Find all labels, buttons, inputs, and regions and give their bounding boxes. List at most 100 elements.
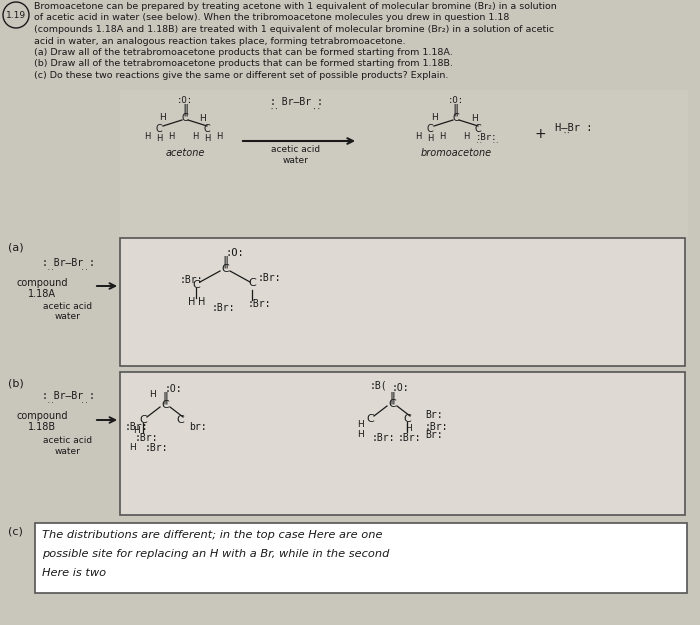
- Text: The distributions are different; in the top case Here are one: The distributions are different; in the …: [42, 530, 382, 540]
- Text: br:: br:: [189, 422, 206, 432]
- Text: C: C: [221, 264, 229, 274]
- Text: C: C: [139, 415, 147, 425]
- Text: acid in water, an analogous reaction takes place, forming tetrabromoacetone.: acid in water, an analogous reaction tak…: [34, 36, 405, 46]
- Text: H: H: [405, 424, 412, 433]
- Text: H: H: [427, 134, 433, 143]
- Text: :O:: :O:: [392, 383, 410, 393]
- Text: H: H: [198, 297, 206, 307]
- Text: (compounds 1.18A and 1.18B) are treated with 1 equivalent of molecular bromine (: (compounds 1.18A and 1.18B) are treated …: [34, 25, 554, 34]
- Text: :Br:: :Br:: [258, 273, 281, 283]
- Text: H: H: [463, 132, 469, 141]
- Text: 1.19: 1.19: [6, 11, 26, 19]
- Text: acetic acid: acetic acid: [272, 145, 321, 154]
- Text: C: C: [248, 278, 256, 288]
- Text: possible site for replacing an H with a Br, while in the second: possible site for replacing an H with a …: [42, 549, 389, 559]
- Text: acetone: acetone: [165, 148, 204, 158]
- Text: ‖: ‖: [453, 104, 459, 117]
- Text: H: H: [470, 114, 477, 123]
- Text: :Br:: :Br:: [145, 443, 169, 453]
- Text: Here is two: Here is two: [42, 568, 106, 578]
- Text: bromoacetone: bromoacetone: [421, 148, 491, 158]
- Text: ‖: ‖: [222, 256, 228, 269]
- Bar: [120, 372, 685, 515]
- Text: :Br:: :Br:: [398, 433, 421, 443]
- Text: H: H: [160, 113, 167, 122]
- Text: : Br—Br :: : Br—Br :: [41, 391, 94, 401]
- Text: : Br—Br :: : Br—Br :: [270, 97, 323, 107]
- Text: :O:: :O:: [448, 96, 464, 105]
- Text: H: H: [439, 132, 445, 141]
- Text: ··: ··: [562, 131, 570, 137]
- Text: C: C: [403, 414, 411, 424]
- Text: :Br:: :Br:: [372, 433, 396, 443]
- Text: C: C: [204, 124, 211, 134]
- Text: H: H: [415, 132, 421, 141]
- Text: compound: compound: [16, 278, 68, 288]
- Bar: [120, 238, 685, 366]
- Text: :B(: :B(: [370, 380, 388, 390]
- Bar: [35, 523, 687, 593]
- Text: H: H: [216, 132, 222, 141]
- Text: : Br—Br :: : Br—Br :: [41, 258, 94, 268]
- Text: H: H: [430, 113, 438, 122]
- Text: C: C: [453, 113, 459, 123]
- Text: :Br:: :Br:: [248, 299, 272, 309]
- Text: 1.18B: 1.18B: [28, 422, 56, 432]
- Text: (b): (b): [8, 378, 24, 388]
- Text: C: C: [475, 124, 482, 134]
- Text: acetic acid: acetic acid: [43, 302, 92, 311]
- Text: 1.18A: 1.18A: [28, 289, 56, 299]
- Text: Bromoacetone can be prepared by treating acetone with 1 equivalent of molecular : Bromoacetone can be prepared by treating…: [34, 2, 556, 11]
- Text: H: H: [192, 132, 198, 141]
- Text: C: C: [192, 280, 200, 290]
- Bar: [120, 90, 688, 238]
- Text: C: C: [388, 399, 396, 409]
- Text: H: H: [188, 297, 196, 307]
- Text: water: water: [55, 312, 81, 321]
- Text: C: C: [176, 415, 184, 425]
- Text: Br:: Br:: [425, 430, 442, 440]
- Text: :Br:: :Br:: [125, 422, 148, 432]
- Text: C: C: [181, 113, 188, 123]
- Text: ‖: ‖: [162, 392, 168, 405]
- Text: :Br:: :Br:: [135, 433, 158, 443]
- Text: ‖: ‖: [182, 104, 188, 117]
- Text: compound: compound: [16, 411, 68, 421]
- Text: C: C: [366, 414, 374, 424]
- Text: water: water: [283, 156, 309, 165]
- Text: of acetic acid in water (see below). When the tribromoacetone molecules you drew: of acetic acid in water (see below). Whe…: [34, 14, 510, 22]
- Text: (c) Do these two reactions give the same or different set of possible products? : (c) Do these two reactions give the same…: [34, 71, 449, 80]
- Text: H—Br :: H—Br :: [555, 123, 592, 133]
- Text: :O:: :O:: [225, 248, 244, 258]
- Text: H: H: [204, 134, 210, 143]
- Text: Br:: Br:: [425, 410, 442, 420]
- Text: H: H: [356, 420, 363, 429]
- Text: C: C: [161, 400, 169, 410]
- Text: H: H: [168, 132, 174, 141]
- Text: +: +: [534, 127, 546, 141]
- Text: H: H: [150, 390, 156, 399]
- Text: ··        ··: ·· ··: [270, 106, 321, 112]
- Text: (b) Draw all of the tetrabromoacetone products that can be formed starting from : (b) Draw all of the tetrabromoacetone pr…: [34, 59, 453, 69]
- Text: acetic acid: acetic acid: [43, 436, 92, 445]
- Text: (a): (a): [8, 243, 24, 253]
- Text: H: H: [144, 132, 150, 141]
- Text: H: H: [130, 443, 136, 452]
- Text: H: H: [134, 426, 141, 435]
- Text: :Br:: :Br:: [212, 303, 235, 313]
- Text: water: water: [55, 447, 81, 456]
- Text: C: C: [426, 124, 433, 134]
- Text: :Br:: :Br:: [425, 422, 449, 432]
- Text: (c): (c): [8, 526, 23, 536]
- Text: ··       ··: ·· ··: [48, 267, 89, 272]
- Text: ‖: ‖: [389, 391, 395, 404]
- Text: (a) Draw all of the tetrabromoacetone products that can be formed starting from : (a) Draw all of the tetrabromoacetone pr…: [34, 48, 453, 57]
- Text: C: C: [155, 124, 162, 134]
- Text: H: H: [356, 430, 363, 439]
- Text: :O:: :O:: [177, 96, 193, 105]
- Text: ··   ··: ·· ··: [476, 140, 498, 145]
- Text: :O:: :O:: [165, 384, 183, 394]
- Text: :Br:: :Br:: [476, 133, 498, 142]
- Text: H: H: [199, 114, 206, 123]
- Text: ··       ··: ·· ··: [48, 400, 89, 405]
